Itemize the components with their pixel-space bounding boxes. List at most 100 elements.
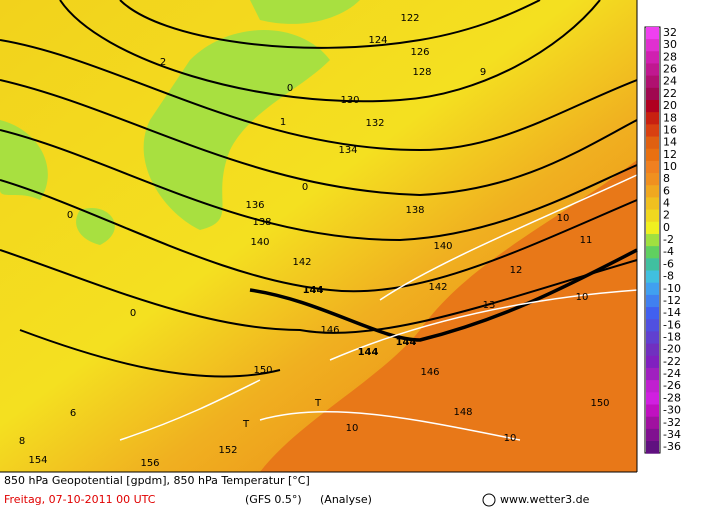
colorbar-swatch bbox=[646, 282, 659, 296]
map-label: 146 bbox=[420, 367, 439, 378]
colorbar-swatch bbox=[646, 136, 659, 150]
colorbar-label: -4 bbox=[663, 245, 674, 258]
map-label: 13 bbox=[483, 300, 496, 311]
colorbar-label: -10 bbox=[663, 282, 681, 295]
colorbar-swatch bbox=[646, 294, 659, 308]
colorbar-swatch bbox=[646, 246, 659, 259]
map-label: 126 bbox=[410, 47, 429, 58]
map-label: 142 bbox=[428, 282, 447, 293]
map-label: 10 bbox=[557, 213, 570, 224]
map-label: 144 bbox=[358, 347, 379, 358]
colorbar-swatch bbox=[646, 185, 659, 198]
colorbar-swatch bbox=[646, 392, 659, 405]
map-label: 124 bbox=[368, 35, 387, 46]
colorbar-swatch bbox=[646, 87, 659, 101]
map-label: T bbox=[314, 398, 322, 409]
colorbar-label: -22 bbox=[663, 355, 681, 368]
colorbar-swatch bbox=[646, 233, 659, 247]
map-label: 132 bbox=[365, 118, 384, 129]
map-label: 1 bbox=[280, 117, 286, 128]
map-label: 148 bbox=[453, 407, 472, 418]
map-label: 134 bbox=[338, 145, 357, 156]
cold-region bbox=[250, 0, 360, 24]
colorbar-label: -28 bbox=[663, 391, 681, 404]
colorbar-label: 26 bbox=[663, 63, 677, 76]
map-label: 12 bbox=[510, 265, 523, 276]
colorbar-label: -36 bbox=[663, 440, 681, 453]
map-label: 10 bbox=[576, 292, 589, 303]
colorbar-label: 30 bbox=[663, 38, 677, 51]
colorbar-label: -26 bbox=[663, 379, 681, 392]
colorbar-swatch bbox=[646, 258, 659, 272]
map-label: 140 bbox=[250, 237, 269, 248]
colorbar-label: -16 bbox=[663, 318, 681, 331]
map-label: 0 bbox=[287, 83, 293, 94]
map-label: 152 bbox=[218, 445, 237, 456]
colorbar-swatch bbox=[646, 270, 659, 284]
map-label: 10 bbox=[346, 423, 359, 434]
colorbar-swatch bbox=[646, 112, 659, 125]
colorbar-label: -12 bbox=[663, 294, 681, 307]
colorbar-label: 6 bbox=[663, 184, 670, 197]
colorbar-label: -14 bbox=[663, 306, 681, 319]
colorbar-label: 8 bbox=[663, 172, 670, 185]
isotherms bbox=[119, 174, 638, 441]
map-label: 156 bbox=[140, 458, 159, 469]
colorbar-label: 14 bbox=[663, 136, 677, 149]
colorbar-swatch bbox=[646, 404, 659, 418]
colorbar-swatch bbox=[646, 26, 659, 40]
colorbar-label: 0 bbox=[663, 221, 670, 234]
colorbar-swatch bbox=[646, 343, 659, 357]
cold-region bbox=[143, 30, 330, 230]
map-label: 154 bbox=[28, 455, 47, 466]
map-label: 150 bbox=[253, 365, 272, 376]
colorbar-swatch bbox=[646, 355, 659, 369]
map-label: 130 bbox=[340, 95, 359, 106]
map-label: 9 bbox=[480, 67, 486, 78]
map-label: 11 bbox=[580, 235, 593, 246]
colorbar-swatch bbox=[646, 428, 659, 442]
map-label: 2 bbox=[160, 57, 166, 68]
colorbar-swatch bbox=[646, 441, 659, 454]
map-label: 138 bbox=[405, 205, 424, 216]
map-label: 0 bbox=[67, 210, 73, 221]
colorbar-swatch bbox=[646, 173, 659, 186]
map-label: 128 bbox=[412, 67, 431, 78]
cold-region bbox=[0, 120, 48, 200]
colorbar-label: -18 bbox=[663, 331, 681, 344]
footer-analysis: (Analyse) bbox=[320, 493, 372, 506]
colorbar-swatch bbox=[646, 148, 659, 162]
map-label: 0 bbox=[302, 182, 308, 193]
colorbar-label: 18 bbox=[663, 111, 677, 124]
cold-region bbox=[76, 208, 115, 245]
colorbar-label: 20 bbox=[663, 99, 677, 112]
colorbar-swatch bbox=[646, 39, 659, 52]
colorbar-label: -2 bbox=[663, 233, 674, 246]
colorbar-label: 2 bbox=[663, 209, 670, 222]
colorbar-swatch bbox=[646, 51, 659, 64]
colorbar-label: -24 bbox=[663, 367, 681, 380]
map-label: 8 bbox=[19, 436, 25, 447]
colorbar-swatch bbox=[646, 197, 659, 211]
colorbar-swatch bbox=[646, 221, 659, 235]
footer-title: 850 hPa Geopotential [gpdm], 850 hPa Tem… bbox=[4, 474, 310, 487]
colorbar-swatch bbox=[646, 63, 659, 77]
colorbar-label: -30 bbox=[663, 404, 681, 417]
colorbar-swatch bbox=[646, 331, 659, 345]
map-label: 138 bbox=[252, 217, 271, 228]
colorbar-swatch bbox=[646, 160, 659, 174]
colorbar-label: 10 bbox=[663, 160, 677, 173]
map-label: 122 bbox=[400, 13, 419, 24]
colorbar-label: -32 bbox=[663, 416, 681, 429]
map-label: 144 bbox=[396, 337, 417, 348]
colorbar-swatch bbox=[646, 380, 659, 393]
colorbar-swatch bbox=[646, 307, 659, 320]
colorbar-swatch bbox=[646, 319, 659, 332]
colorbar-label: 22 bbox=[663, 87, 677, 100]
map-label: 0 bbox=[130, 308, 136, 319]
footer-credit: www.wetter3.de bbox=[500, 493, 590, 506]
colorbar-swatch bbox=[646, 416, 659, 430]
map-label: 140 bbox=[433, 241, 452, 252]
